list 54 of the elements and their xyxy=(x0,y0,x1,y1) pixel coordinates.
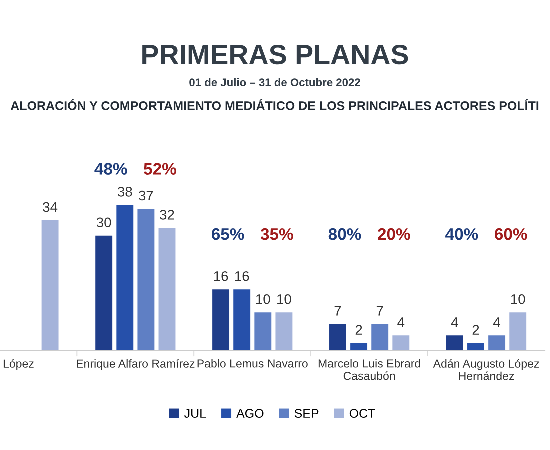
bar xyxy=(488,336,506,351)
bar xyxy=(392,336,410,351)
data-label: 16 xyxy=(235,271,250,282)
annotation: 65% xyxy=(212,228,244,240)
bar xyxy=(330,324,346,351)
data-label: 32 xyxy=(160,210,174,220)
bar xyxy=(116,205,134,351)
legend-label: JUL xyxy=(184,409,206,418)
bar xyxy=(468,343,484,351)
text: ALORACIÓN Y COMPORTAMIENTO MEDIÁTICO DE LOS PRINCIPALES ACTORES POLÍTI xyxy=(10,99,539,110)
data-label: 10 xyxy=(278,294,292,304)
text: 48% xyxy=(94,163,128,175)
data-label: 7 xyxy=(376,306,384,316)
bar xyxy=(446,336,464,351)
annotation: 20% xyxy=(378,228,410,240)
chart-subtitle: 01 de Julio – 31 de Octubre 2022 xyxy=(190,78,360,87)
annotation: 35% xyxy=(260,228,294,240)
bar xyxy=(212,290,230,351)
annotation: 80% xyxy=(328,228,362,240)
bar xyxy=(276,312,293,351)
annotation: 60% xyxy=(495,228,528,240)
data-label: 2 xyxy=(472,325,480,335)
data-label: 4 xyxy=(494,318,501,328)
bar xyxy=(158,228,176,351)
data-label: 7 xyxy=(334,306,342,316)
annotation: 40% xyxy=(446,228,478,240)
x-tick-label: Pablo Lemus Navarro xyxy=(198,359,308,368)
data-label: 30 xyxy=(96,218,112,228)
data-label: 16 xyxy=(214,271,228,282)
bar xyxy=(96,236,113,351)
bar xyxy=(42,220,59,351)
text: 52% xyxy=(144,163,176,175)
data-label: 10 xyxy=(256,294,270,304)
bar xyxy=(254,312,272,351)
chart-title: PRIMERAS PLANAS xyxy=(142,44,408,65)
data-label: 4 xyxy=(451,318,458,328)
bar xyxy=(372,324,389,351)
legend-label: OCT xyxy=(350,409,376,418)
bar xyxy=(138,208,155,351)
bar xyxy=(234,290,251,351)
x-tick-label: Adán Augusto López Hernández xyxy=(433,359,540,380)
data-label: 4 xyxy=(398,318,405,328)
data-label: 2 xyxy=(356,325,362,335)
data-label: 10 xyxy=(511,294,526,304)
bar xyxy=(350,343,368,351)
x-tick-label: Enrique Alfaro Ramírez xyxy=(77,359,195,370)
data-label: 37 xyxy=(138,190,154,201)
legend-label: SEP xyxy=(294,409,319,418)
bar xyxy=(510,312,527,351)
data-label: 38 xyxy=(118,187,132,197)
data-label: 34 xyxy=(43,202,58,212)
x-tick-label: Marcelo Luis Ebrard Casaubón xyxy=(318,359,420,380)
legend-label: AGO xyxy=(236,409,264,418)
x-tick-label: López xyxy=(4,359,34,370)
